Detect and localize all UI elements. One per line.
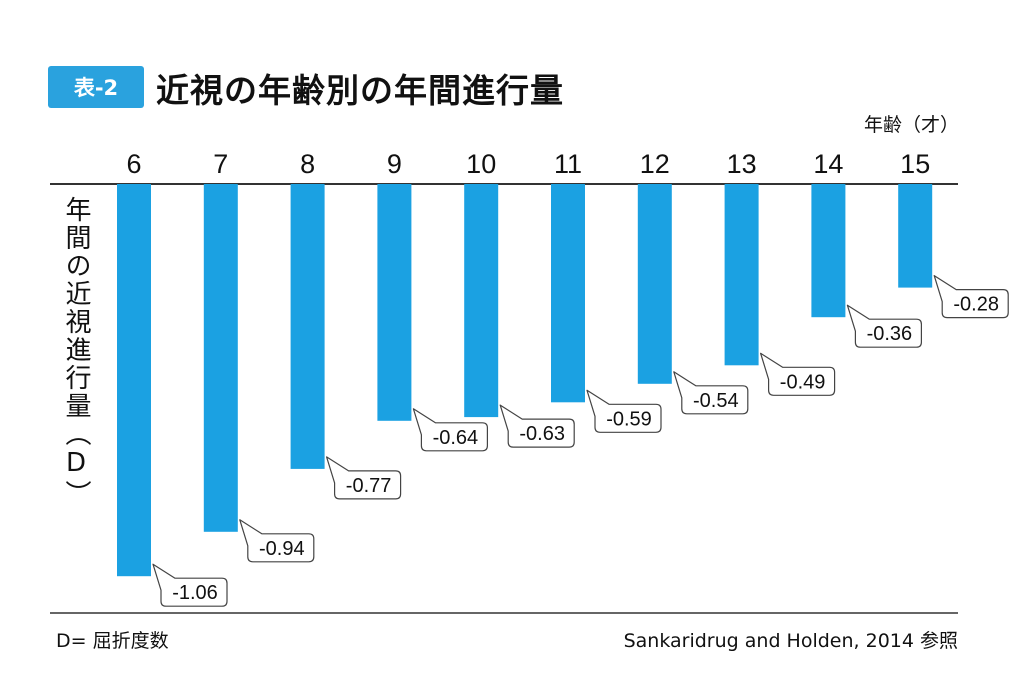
data-label: -0.36 (867, 323, 913, 345)
data-label: -0.94 (259, 538, 305, 560)
data-label: -0.63 (519, 423, 565, 445)
data-label-callout (152, 563, 228, 607)
x-tick-label: 9 (387, 149, 402, 179)
data-label-callout (933, 275, 1009, 319)
data-label: -0.77 (346, 475, 392, 497)
x-tick-label: 8 (300, 149, 315, 179)
bar (203, 184, 238, 532)
bar (117, 184, 151, 577)
chart-number-badge: 表-2 (48, 66, 144, 108)
data-label-callout (499, 404, 575, 448)
source-note: Sankaridrug and Holden, 2014 参照 (623, 630, 958, 652)
bar (464, 184, 499, 418)
x-tick-label: 12 (640, 149, 670, 179)
data-label: -0.54 (693, 390, 739, 412)
bar (898, 184, 933, 288)
data-label-callout (673, 371, 749, 415)
data-label: -0.64 (433, 427, 479, 449)
bar (377, 184, 412, 421)
unit-note: D= 屈折度数 (56, 630, 169, 652)
x-tick-label: 11 (554, 149, 582, 179)
data-label-callout (239, 519, 315, 563)
x-tick-label: 15 (900, 149, 930, 179)
bar (811, 184, 846, 318)
x-tick-label: 6 (126, 149, 141, 179)
x-axis-label: 年齢（才） (864, 114, 960, 136)
data-label-callout (846, 304, 922, 348)
data-label: -0.28 (953, 294, 999, 316)
bar (637, 184, 672, 384)
chart-title: 近視の年齢別の年間進行量 (156, 71, 564, 110)
data-label-callout (760, 352, 836, 396)
data-label-callout (412, 408, 488, 452)
bar (551, 184, 585, 403)
data-label-callout (326, 456, 402, 500)
bar (290, 184, 325, 469)
bar (724, 184, 759, 366)
data-label: -0.59 (606, 408, 652, 430)
x-tick-label: 10 (466, 149, 496, 179)
x-tick-label: 7 (213, 149, 228, 179)
data-label-callout (586, 389, 662, 433)
data-label: -0.49 (780, 371, 826, 393)
x-tick-label: 14 (813, 149, 843, 179)
data-label: -1.06 (172, 582, 218, 604)
y-axis-label: 年間の近視進行量（D） (61, 196, 91, 508)
x-tick-label: 13 (727, 149, 757, 179)
